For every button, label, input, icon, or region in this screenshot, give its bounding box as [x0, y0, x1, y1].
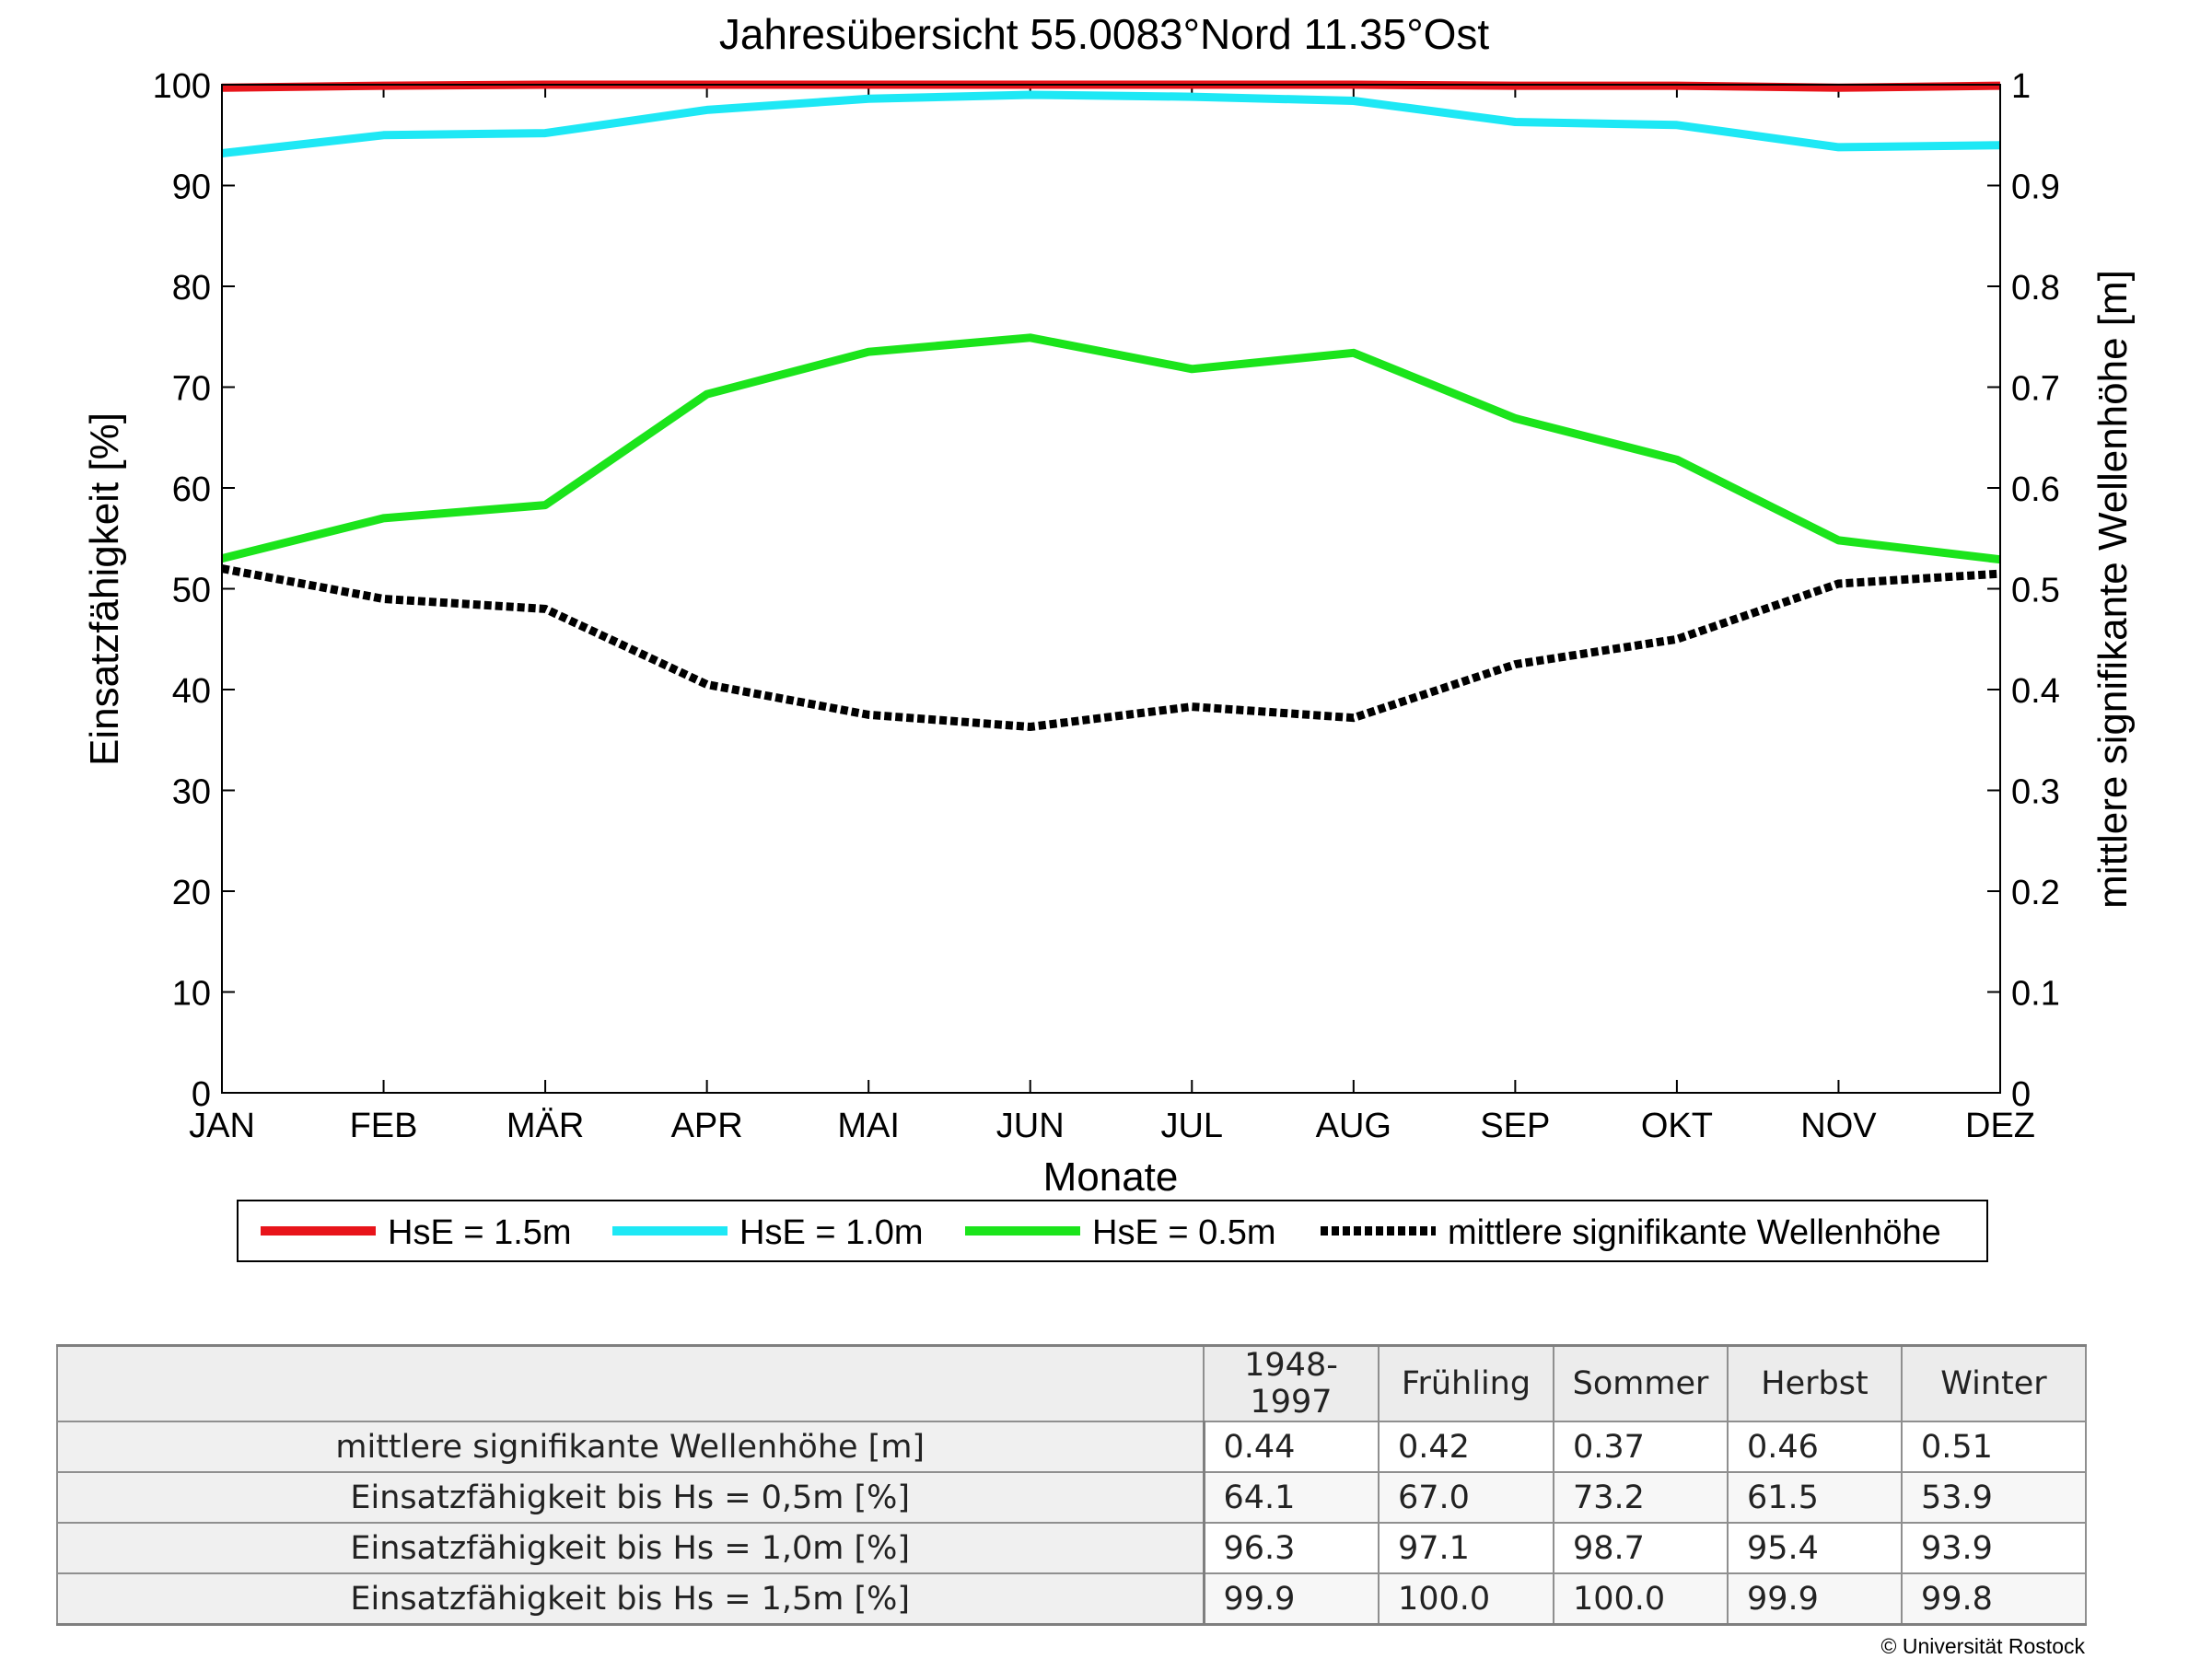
table-cell: 67.0 — [1378, 1471, 1554, 1524]
legend-label: HsE = 1.0m — [739, 1213, 924, 1252]
x-tick-label: JUL — [1160, 1107, 1223, 1145]
table-cell: 0.51 — [1901, 1421, 2087, 1473]
table-cell: 95.4 — [1727, 1522, 1903, 1574]
table-header-cell: Sommer — [1553, 1344, 1729, 1422]
y-tick-label: 50 — [172, 572, 211, 610]
table-cell: 0.46 — [1727, 1421, 1903, 1473]
y2-tick-label: 1 — [2011, 67, 2031, 106]
table-cell: 99.9 — [1727, 1572, 1903, 1626]
y-tick-label: 30 — [172, 773, 211, 812]
table-cell: 93.9 — [1901, 1522, 2087, 1574]
series-line-3 — [220, 333, 2001, 564]
table-cell: 73.2 — [1553, 1471, 1729, 1524]
x-axis-label: Monate — [1043, 1154, 1179, 1200]
y-tick-label: 70 — [172, 370, 211, 409]
x-tick-label: OKT — [1641, 1107, 1713, 1145]
y-tick-label: 80 — [172, 269, 211, 307]
legend-label: mittlere signifikante Wellenhöhe — [1448, 1213, 1941, 1252]
table-header-cell: 1948-1997 — [1203, 1344, 1380, 1422]
x-tick-label: MAI — [837, 1107, 900, 1145]
legend-frame — [237, 1200, 1988, 1262]
y2-tick-label: 0.8 — [2011, 269, 2060, 307]
y2-tick-label: 0 — [2011, 1075, 2031, 1114]
table-header-cell — [56, 1344, 1205, 1422]
table-row-label: mittlere signifikante Wellenhöhe [m] — [56, 1421, 1205, 1473]
x-tick-label: MÄR — [506, 1107, 584, 1145]
y2-tick-label: 0.5 — [2011, 572, 2060, 610]
x-tick-label: DEZ — [1965, 1107, 2035, 1145]
x-tick-label: APR — [671, 1107, 743, 1145]
table-cell: 100.0 — [1553, 1572, 1729, 1626]
x-tick-label: FEB — [350, 1107, 418, 1145]
table-cell: 0.42 — [1378, 1421, 1554, 1473]
table-row: mittlere signifikante Wellenhöhe [m] 0.4… — [56, 1421, 2087, 1473]
legend-label: HsE = 1.5m — [388, 1213, 572, 1252]
table-header-cell: Frühling — [1378, 1344, 1554, 1422]
x-tick-label: JUN — [996, 1107, 1065, 1145]
table-header-cell: Herbst — [1727, 1344, 1903, 1422]
table-cell: 97.1 — [1378, 1522, 1554, 1574]
y2-tick-label: 0.7 — [2011, 370, 2060, 409]
series-line-4 — [221, 564, 2001, 732]
y-tick-label: 0 — [192, 1075, 211, 1114]
legend-label: HsE = 0.5m — [1092, 1213, 1276, 1252]
copyright-notice: © Universität Rostock — [1880, 1634, 2085, 1658]
y-axis-label: Einsatzfähigkeit [%] — [82, 412, 127, 766]
y-tick-label: 10 — [172, 975, 211, 1014]
x-tick-label: AUG — [1316, 1107, 1391, 1145]
y-tick-label: 20 — [172, 874, 211, 912]
table-header-row: 1948-1997 Frühling Sommer Herbst Winter — [56, 1344, 2087, 1422]
table-row: Einsatzfähigkeit bis Hs = 1,5m [%] 99.9 … — [56, 1572, 2087, 1626]
y-tick-label: 100 — [153, 67, 211, 106]
table-cell: 61.5 — [1727, 1471, 1903, 1524]
y2-tick-label: 0.2 — [2011, 874, 2060, 912]
table-cell: 64.1 — [1203, 1471, 1380, 1524]
y2-tick-label: 0.3 — [2011, 773, 2060, 812]
legend: HsE = 1.5m HsE = 1.0m HsE = 0.5m mittlere s… — [237, 1200, 1988, 1262]
table-cell: 99.9 — [1203, 1572, 1380, 1626]
table-cell: 0.37 — [1553, 1421, 1729, 1473]
table-cell: 100.0 — [1378, 1572, 1554, 1626]
y2-tick-label: 0.6 — [2011, 470, 2060, 509]
plot-area-frame — [221, 84, 2001, 1094]
x-tick-label: NOV — [1800, 1107, 1877, 1145]
summary-table: 1948-1997 Frühling Sommer Herbst Winter … — [56, 1344, 2087, 1626]
y2-tick-label: 0.1 — [2011, 975, 2060, 1014]
table-row: Einsatzfähigkeit bis Hs = 0,5m [%] 64.1 … — [56, 1471, 2087, 1524]
series-line-2 — [221, 90, 2001, 157]
table-cell: 53.9 — [1901, 1471, 2087, 1524]
table-cell: 96.3 — [1203, 1522, 1380, 1574]
table-row: Einsatzfähigkeit bis Hs = 1,0m [%] 96.3 … — [56, 1522, 2087, 1574]
x-tick-label: JAN — [189, 1107, 255, 1145]
table-header-cell: Winter — [1901, 1344, 2087, 1422]
table-cell: 99.8 — [1901, 1572, 2087, 1626]
table-row-label: Einsatzfähigkeit bis Hs = 1,5m [%] — [56, 1572, 1205, 1626]
y2-tick-label: 0.9 — [2011, 168, 2060, 207]
table-row-label: Einsatzfähigkeit bis Hs = 1,0m [%] — [56, 1522, 1205, 1574]
y-tick-label: 60 — [172, 470, 211, 509]
table-row-label: Einsatzfähigkeit bis Hs = 0,5m [%] — [56, 1471, 1205, 1524]
table-cell: 98.7 — [1553, 1522, 1729, 1574]
table-cell: 0.44 — [1203, 1421, 1380, 1473]
y2-tick-label: 0.4 — [2011, 672, 2060, 711]
y2-axis-label: mittlere signifikante Wellenhöhe [m] — [2090, 270, 2136, 909]
y-tick-label: 90 — [172, 168, 211, 207]
y-tick-label: 40 — [172, 672, 211, 711]
x-tick-label: SEP — [1480, 1107, 1550, 1145]
chart-title: Jahresübersicht 55.0083°Nord 11.35°Ost — [719, 10, 1490, 58]
